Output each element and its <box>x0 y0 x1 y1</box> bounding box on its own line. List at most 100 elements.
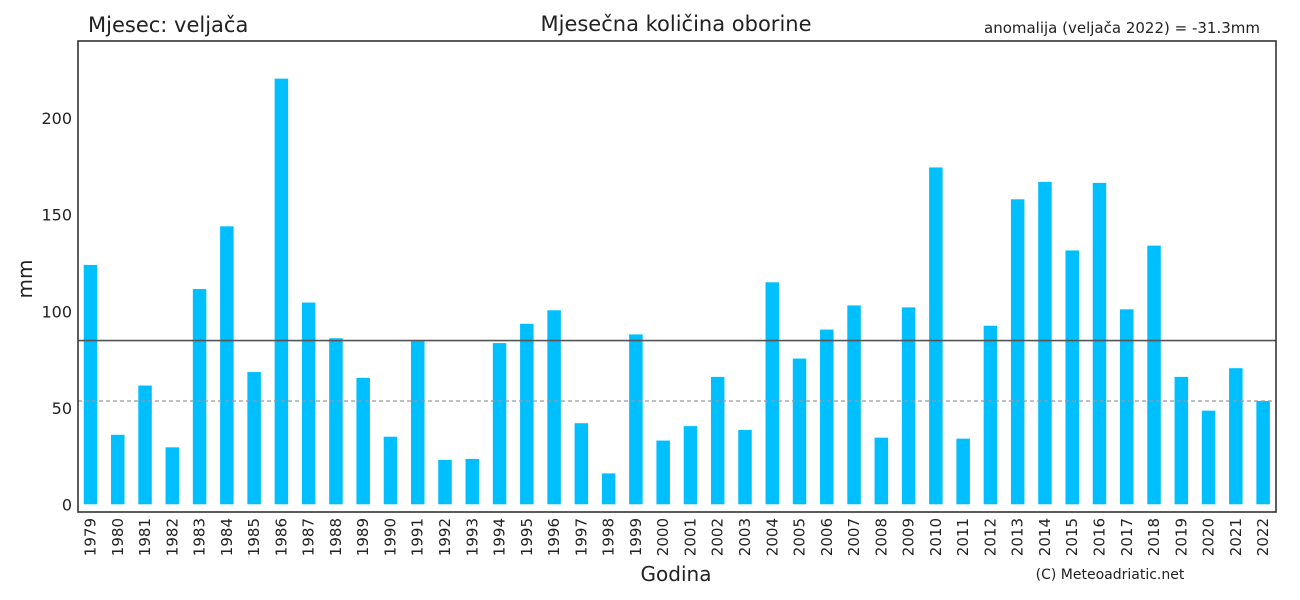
x-tick-label-1994: 1994 <box>491 518 509 556</box>
x-tick-label-1984: 1984 <box>218 518 236 556</box>
bar-2016 <box>1092 182 1107 505</box>
bar-1991 <box>410 341 425 505</box>
chart-title: Mjesečna količina oborine <box>540 12 812 36</box>
bar-1989 <box>356 377 370 505</box>
bar-1995 <box>520 323 534 505</box>
x-tick-label-2013: 2013 <box>1009 518 1027 556</box>
anomaly-label: anomalija (veljača 2022) = -31.3mm <box>984 19 1260 37</box>
bar-2012 <box>983 325 998 505</box>
x-tick-label-2015: 2015 <box>1063 518 1081 556</box>
x-tick-label-1986: 1986 <box>272 518 290 556</box>
x-tick-label-1982: 1982 <box>163 518 181 556</box>
bar-2021 <box>1229 368 1243 505</box>
bar-2014 <box>1038 181 1052 505</box>
bar-2002 <box>710 376 725 505</box>
bar-1990 <box>383 436 398 505</box>
bar-1998 <box>601 473 616 505</box>
x-tick-label-2014: 2014 <box>1036 518 1054 556</box>
credit-text: (C) Meteoadriatic.net <box>1036 567 1185 583</box>
x-tick-label-1995: 1995 <box>518 518 536 556</box>
x-tick-label-2021: 2021 <box>1227 518 1245 556</box>
bar-2000 <box>656 440 670 505</box>
x-tick-label-1996: 1996 <box>545 518 563 556</box>
x-tick-label-2022: 2022 <box>1254 518 1272 556</box>
bar-1988 <box>329 338 343 505</box>
bar-2017 <box>1120 309 1134 505</box>
bar-1996 <box>547 310 561 505</box>
bar-1986 <box>274 78 289 505</box>
x-tick-label-2019: 2019 <box>1172 518 1190 556</box>
bar-1999 <box>629 334 643 505</box>
x-tick-label-2010: 2010 <box>927 518 945 556</box>
x-tick-label-2008: 2008 <box>872 518 890 556</box>
x-tick-label-1992: 1992 <box>436 518 454 556</box>
x-axis-label: Godina <box>641 562 712 586</box>
x-tick-label-2012: 2012 <box>981 518 999 556</box>
month-label: Mjesec: veljača <box>88 13 249 37</box>
y-tick-label-50: 50 <box>52 399 72 418</box>
x-tick-label-2005: 2005 <box>791 518 809 556</box>
bar-1992 <box>438 459 452 505</box>
x-tick-label-1980: 1980 <box>109 518 127 556</box>
bar-1987 <box>301 302 316 505</box>
bar-2007 <box>847 305 861 505</box>
reference-lines-group <box>78 339 1276 402</box>
bar-1997 <box>574 423 589 505</box>
bar-2010 <box>929 167 943 505</box>
bar-2009 <box>901 307 916 505</box>
bar-2004 <box>765 282 779 505</box>
x-tick-label-1993: 1993 <box>463 518 481 556</box>
y-axis-label: mm <box>13 260 37 299</box>
bar-2018 <box>1147 245 1161 505</box>
x-tick-label-1997: 1997 <box>572 518 590 556</box>
x-tick-label-1981: 1981 <box>136 518 154 556</box>
bar-1984 <box>220 226 234 505</box>
x-tick-label-2009: 2009 <box>900 518 918 556</box>
bar-2013 <box>1010 199 1025 505</box>
bars-group <box>83 78 1270 505</box>
x-tick-label-2020: 2020 <box>1200 518 1218 556</box>
bar-1982 <box>165 447 180 505</box>
x-tick-label-1979: 1979 <box>82 518 100 556</box>
x-tick-label-2018: 2018 <box>1145 518 1163 556</box>
bar-1980 <box>111 434 125 505</box>
x-tick-label-1985: 1985 <box>245 518 263 556</box>
x-tick-label-1991: 1991 <box>409 518 427 556</box>
x-tick-label-2003: 2003 <box>736 518 754 556</box>
bar-2022 <box>1256 401 1270 505</box>
x-tick-label-1983: 1983 <box>191 518 209 556</box>
bar-2003 <box>738 429 752 505</box>
bar-2006 <box>820 329 834 505</box>
bar-2020 <box>1201 410 1216 505</box>
bar-2008 <box>874 437 889 505</box>
x-axis-ticks: 1979 1980 1981 1982 1983 1984 1985 1986 1987 1988… <box>82 518 1273 556</box>
y-axis-ticks: 0 50 100 150 200 <box>41 109 72 514</box>
x-tick-label-2017: 2017 <box>1118 518 1136 556</box>
x-tick-label-1990: 1990 <box>381 518 399 556</box>
bar-1981 <box>138 385 152 505</box>
y-tick-label-0: 0 <box>62 495 72 514</box>
x-tick-label-2016: 2016 <box>1090 518 1108 556</box>
x-tick-label-1988: 1988 <box>327 518 345 556</box>
x-tick-label-1989: 1989 <box>354 518 372 556</box>
x-tick-label-2000: 2000 <box>654 518 672 556</box>
x-tick-label-2011: 2011 <box>954 518 972 556</box>
plot-frame <box>77 40 1277 513</box>
x-tick-label-2002: 2002 <box>709 518 727 556</box>
bar-1993 <box>465 458 480 505</box>
bar-1985 <box>247 372 261 505</box>
bar-2005 <box>792 358 807 505</box>
bar-2011 <box>956 438 970 505</box>
bar-1994 <box>492 343 507 505</box>
y-tick-label-150: 150 <box>41 206 72 225</box>
bar-1983 <box>192 289 207 505</box>
bar-2001 <box>683 426 698 505</box>
x-tick-label-1999: 1999 <box>627 518 645 556</box>
x-tick-label-2007: 2007 <box>845 518 863 556</box>
x-tick-label-1987: 1987 <box>300 518 318 556</box>
bar-1979 <box>83 264 98 505</box>
y-tick-label-200: 200 <box>41 109 72 128</box>
bar-2015 <box>1065 250 1079 505</box>
x-tick-label-2004: 2004 <box>763 518 781 556</box>
